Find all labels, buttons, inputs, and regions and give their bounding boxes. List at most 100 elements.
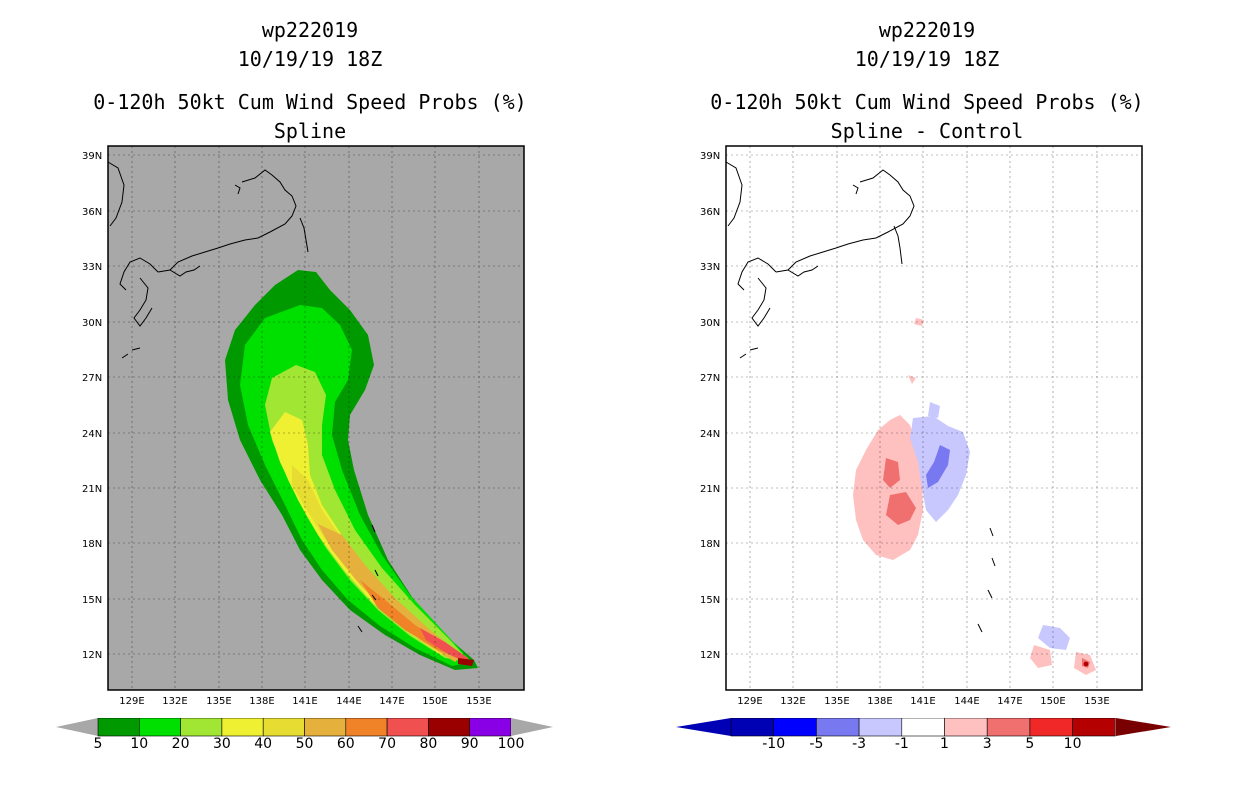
left-colorbar-box bbox=[345, 718, 388, 737]
right-coastline bbox=[725, 161, 996, 633]
lat-label: 24N bbox=[82, 429, 102, 440]
lat-label: 30N bbox=[82, 318, 102, 329]
lat-label: 39N bbox=[82, 151, 102, 162]
right-lat-labels: 39N 36N 33N 30N 27N 24N 21N 18N 15N 12N bbox=[700, 151, 720, 661]
lat-label: 27N bbox=[82, 373, 102, 384]
right-colorbar-low-arrow bbox=[676, 718, 731, 736]
right-colorbar-label: 3 bbox=[982, 736, 992, 752]
left-colorbar-box bbox=[386, 718, 429, 737]
lon-label: 132E bbox=[780, 696, 805, 707]
left-lon-labels: 129E 132E 135E 138E 141E 144E 147E 150E … bbox=[119, 696, 491, 707]
lat-label: 27N bbox=[700, 373, 720, 384]
lon-label: 141E bbox=[292, 696, 317, 707]
right-colorbar-label: -10 bbox=[762, 736, 786, 752]
right-colorbar-label: 5 bbox=[1025, 736, 1035, 752]
left-map-panel: 39N 36N 33N 30N 27N 24N 21N 18N 15N 12N … bbox=[82, 145, 525, 707]
left-storm-id: wp222019 bbox=[261, 18, 359, 42]
right-colorbar-label: -3 bbox=[852, 736, 867, 752]
left-date: 10/19/19 18Z bbox=[237, 47, 383, 71]
right-colorbar-label: -5 bbox=[809, 736, 824, 752]
left-colorbar-label: 80 bbox=[419, 736, 438, 752]
lon-label: 147E bbox=[379, 696, 404, 707]
right-colorbar bbox=[676, 718, 1171, 737]
right-lon-labels: 129E 132E 135E 138E 141E 144E 147E 150E … bbox=[737, 696, 1109, 707]
left-colorbar-label: 20 bbox=[171, 736, 190, 752]
right-map-panel: 39N 36N 33N 30N 27N 24N 21N 18N 15N 12N … bbox=[700, 145, 1143, 707]
right-difference-field bbox=[853, 318, 1096, 675]
right-colorbar-box bbox=[944, 718, 988, 737]
left-colorbar-box bbox=[428, 718, 470, 737]
left-subtitle: Spline bbox=[273, 119, 347, 143]
right-colorbar-label: 1 bbox=[940, 736, 949, 752]
left-colorbar-label: 30 bbox=[212, 736, 231, 752]
left-colorbar-label: 50 bbox=[295, 736, 314, 752]
left-grid bbox=[108, 146, 524, 690]
right-title-block: wp222019 10/19/19 18Z 0-120h 50kt Cum Wi… bbox=[667, 16, 1187, 146]
left-colorbar-label: 100 bbox=[497, 736, 525, 752]
left-colorbar-box bbox=[262, 718, 305, 737]
right-product-title: 0-120h 50kt Cum Wind Speed Probs (%) bbox=[710, 90, 1144, 114]
left-colorbar-label: 40 bbox=[254, 736, 273, 752]
left-colorbar-label: 90 bbox=[460, 736, 479, 752]
lat-label: 30N bbox=[700, 318, 720, 329]
right-colorbar-box bbox=[858, 718, 903, 737]
lat-label: 18N bbox=[82, 539, 102, 550]
left-colorbar-box bbox=[304, 718, 347, 737]
left-colorbar-label: 10 bbox=[130, 736, 149, 752]
lat-label: 33N bbox=[82, 262, 102, 273]
lon-label: 141E bbox=[910, 696, 935, 707]
lon-label: 129E bbox=[119, 696, 144, 707]
left-colorbar-box bbox=[469, 718, 512, 737]
left-title-block: wp222019 10/19/19 18Z 0-120h 50kt Cum Wi… bbox=[50, 16, 570, 146]
right-colorbar-box bbox=[1029, 718, 1073, 737]
right-subtitle: Spline - Control bbox=[830, 119, 1024, 143]
left-colorbar-label: 5 bbox=[93, 736, 103, 752]
left-colorbar-high-arrow bbox=[511, 718, 553, 736]
left-product-title: 0-120h 50kt Cum Wind Speed Probs (%) bbox=[93, 90, 527, 114]
right-colorbar-label: -1 bbox=[894, 736, 909, 752]
lon-label: 135E bbox=[206, 696, 231, 707]
lon-label: 150E bbox=[422, 696, 447, 707]
left-lat-labels: 39N 36N 33N 30N 27N 24N 21N 18N 15N 12N bbox=[82, 151, 102, 661]
left-colorbar-box bbox=[180, 718, 223, 737]
left-colorbar-low-arrow bbox=[56, 718, 98, 736]
lat-label: 33N bbox=[700, 262, 720, 273]
left-probability-swath bbox=[225, 270, 478, 670]
lat-label: 15N bbox=[82, 595, 102, 606]
right-colorbar-label: 10 bbox=[1063, 736, 1082, 752]
right-colorbar-box bbox=[901, 718, 945, 737]
lat-label: 12N bbox=[82, 650, 102, 661]
lon-label: 147E bbox=[997, 696, 1022, 707]
left-colorbar-box bbox=[221, 718, 264, 737]
right-colorbar-box bbox=[986, 718, 1031, 737]
lat-label: 21N bbox=[700, 484, 720, 495]
left-colorbar-label: 60 bbox=[336, 736, 355, 752]
left-colorbar-box bbox=[139, 718, 181, 737]
lon-label: 129E bbox=[737, 696, 762, 707]
lat-label: 21N bbox=[82, 484, 102, 495]
lon-label: 135E bbox=[824, 696, 849, 707]
left-colorbar bbox=[56, 718, 553, 737]
lat-label: 12N bbox=[700, 650, 720, 661]
lat-label: 18N bbox=[700, 539, 720, 550]
right-date: 10/19/19 18Z bbox=[854, 47, 1000, 71]
lat-label: 24N bbox=[700, 429, 720, 440]
lon-label: 153E bbox=[1084, 696, 1109, 707]
lat-label: 15N bbox=[700, 595, 720, 606]
lon-label: 138E bbox=[249, 696, 274, 707]
right-colorbar-box bbox=[730, 718, 775, 737]
right-colorbar-box bbox=[1072, 718, 1116, 737]
left-colorbar-label: 70 bbox=[378, 736, 397, 752]
lon-label: 144E bbox=[336, 696, 361, 707]
right-colorbar-box bbox=[773, 718, 817, 737]
lon-label: 144E bbox=[954, 696, 979, 707]
lat-label: 36N bbox=[700, 207, 720, 218]
lon-label: 150E bbox=[1040, 696, 1065, 707]
left-colorbar-box bbox=[97, 718, 140, 737]
left-coastline bbox=[107, 161, 379, 633]
right-grid bbox=[726, 146, 1142, 690]
right-colorbar-box bbox=[816, 718, 860, 737]
right-storm-id: wp222019 bbox=[878, 18, 976, 42]
lon-label: 153E bbox=[466, 696, 491, 707]
right-colorbar-high-arrow bbox=[1116, 718, 1171, 736]
